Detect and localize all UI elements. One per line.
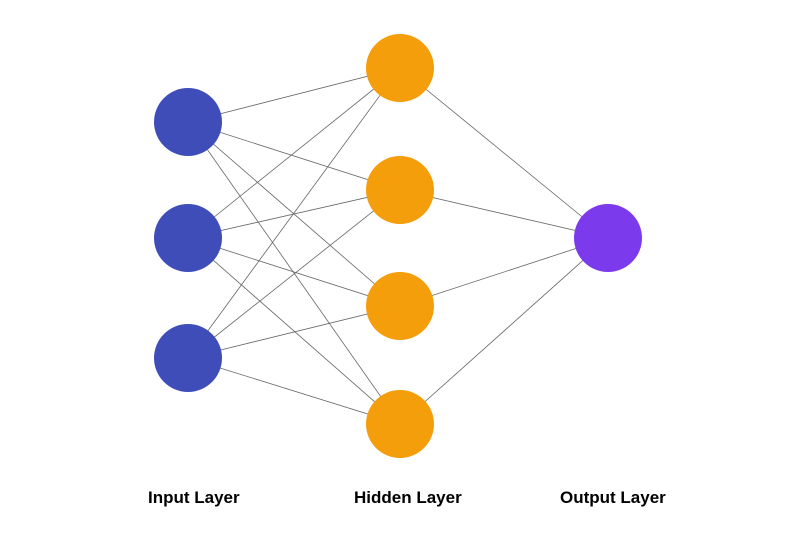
input-layer-label: Input Layer [148, 488, 240, 508]
hidden-node [366, 390, 434, 458]
input-node [154, 88, 222, 156]
output-layer-label: Output Layer [560, 488, 666, 508]
edge [188, 122, 400, 424]
hidden-node [366, 272, 434, 340]
output-node [574, 204, 642, 272]
neural-network-diagram [0, 0, 800, 543]
hidden-layer-label: Hidden Layer [354, 488, 462, 508]
edge [188, 190, 400, 358]
edge [188, 238, 400, 424]
edge [400, 68, 608, 238]
nodes-group [154, 34, 642, 458]
hidden-node [366, 34, 434, 102]
edge [400, 238, 608, 424]
edges-group [188, 68, 608, 424]
hidden-node [366, 156, 434, 224]
input-node [154, 204, 222, 272]
input-node [154, 324, 222, 392]
